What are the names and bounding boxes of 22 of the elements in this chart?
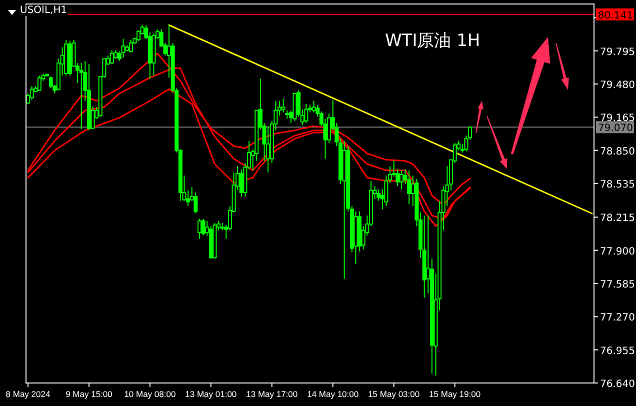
annotation: WTI原油 1H xyxy=(385,31,480,51)
x-tick-label: 10 May 08:00 xyxy=(124,389,176,399)
x-tick-label: 13 May 01:00 xyxy=(185,389,237,399)
ref-line-label: 80.141 xyxy=(598,10,633,22)
y-tick-label: 77.900 xyxy=(600,246,635,258)
ref-line-label: 79.070 xyxy=(598,123,633,134)
y-tick-label: 77.270 xyxy=(600,312,635,324)
y-tick-label: 79.480 xyxy=(600,80,635,92)
x-tick-label: 15 May 03:00 xyxy=(368,389,420,399)
x-tick-label: 8 May 2024 xyxy=(6,389,50,399)
chart-title: USOIL,H1 xyxy=(20,5,68,16)
y-tick-label: 76.640 xyxy=(600,379,635,390)
x-tick-label: 9 May 15:00 xyxy=(66,389,113,399)
x-tick-label: 14 May 10:00 xyxy=(307,389,359,399)
y-tick-label: 78.535 xyxy=(600,180,635,190)
y-tick-label: 77.585 xyxy=(600,280,635,291)
y-tick-label: 79.795 xyxy=(600,46,635,58)
y-tick-label: 78.850 xyxy=(600,146,635,158)
y-tick-label: 76.955 xyxy=(600,346,635,357)
x-tick-label: 15 May 19:00 xyxy=(429,389,481,399)
x-tick-label: 13 May 17:00 xyxy=(246,389,298,399)
y-tick-label: 78.215 xyxy=(600,213,635,224)
